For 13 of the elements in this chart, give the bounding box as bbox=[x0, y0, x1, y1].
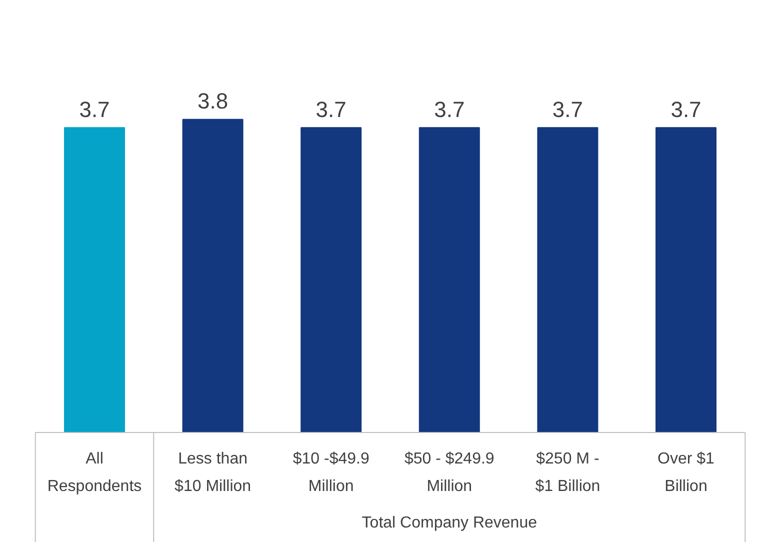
data-label: 3.7 bbox=[434, 96, 465, 122]
data-label: 3.7 bbox=[552, 96, 583, 122]
data-label: 3.7 bbox=[670, 96, 702, 122]
data-label: 3.7 bbox=[79, 96, 110, 122]
data-label: 3.8 bbox=[198, 88, 228, 114]
x-tick-label: All Respondents bbox=[47, 450, 142, 495]
x-axis-title: Total Company Revenue bbox=[362, 514, 538, 532]
x-tick-label: Over $1 Billion bbox=[658, 450, 715, 495]
data-label: 3.7 bbox=[316, 96, 346, 122]
x-tick-label: $250 M - $1 Billion bbox=[535, 450, 600, 495]
x-tick-label: $50 - $249.9 Million bbox=[404, 450, 494, 495]
x-tick-label: $10 -$49.9 Million bbox=[292, 450, 370, 495]
x-tick-label: Less than $10 Million bbox=[174, 450, 252, 495]
